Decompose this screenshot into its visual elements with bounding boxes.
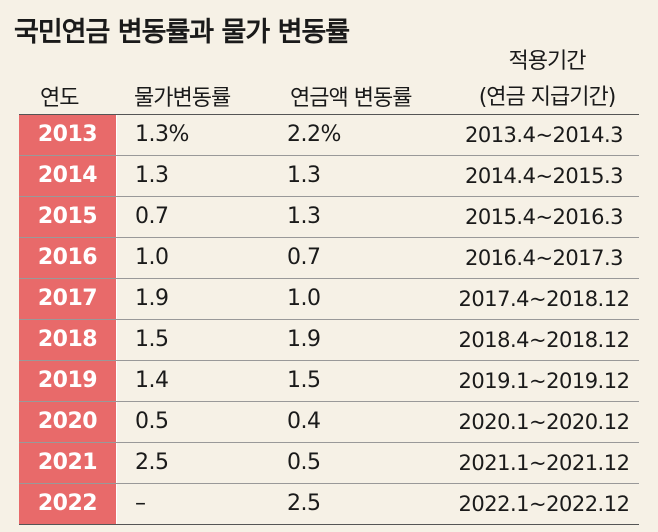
pension-change-cell: 1.0 (287, 286, 321, 311)
pension-change-cell: 0.7 (287, 245, 321, 270)
price-change-cell: 1.3% (135, 122, 189, 147)
price-change-cell: 1.3 (135, 163, 169, 188)
price-change-cell: 1.5 (135, 327, 169, 352)
year-cell: 2020 (19, 402, 117, 442)
price-change-cell: 1.4 (135, 368, 169, 393)
pension-change-cell: 0.4 (287, 409, 321, 434)
header-period-sublabel: (연금 지급기간) (478, 85, 617, 110)
table-row: 2014 1.3 1.3 2014.4~2015.3 (19, 156, 639, 197)
table-row: 2016 1.0 0.7 2016.4~2017.3 (19, 238, 639, 279)
year-cell: 2014 (19, 156, 117, 196)
price-change-cell: 1.9 (135, 286, 169, 311)
year-cell: 2015 (19, 197, 117, 237)
year-cell: 2021 (19, 443, 117, 483)
header-year: 연도 (40, 86, 79, 111)
table-row: 2013 1.3% 2.2% 2013.4~2014.3 (19, 115, 639, 156)
year-cell: 2013 (19, 115, 117, 155)
pension-change-cell: 1.5 (287, 368, 321, 393)
year-cell: 2017 (19, 279, 117, 319)
period-cell: 2018.4~2018.12 (458, 328, 630, 352)
pension-change-cell: 2.5 (287, 491, 321, 516)
period-cell: 2015.4~2016.3 (464, 205, 624, 229)
price-change-cell: – (135, 491, 146, 516)
price-change-cell: 0.7 (135, 204, 169, 229)
header-price-change: 물가변동률 (134, 86, 231, 111)
table-row: 2022 – 2.5 2022.1~2022.12 (19, 484, 639, 525)
table-row: 2015 0.7 1.3 2015.4~2016.3 (19, 197, 639, 238)
header-period-label: 적용기간 (508, 49, 587, 74)
period-cell: 2020.1~2020.12 (458, 410, 630, 434)
table-row: 2019 1.4 1.5 2019.1~2019.12 (19, 361, 639, 402)
header-pension-change: 연금액 변동률 (290, 86, 412, 111)
period-cell: 2017.4~2018.12 (458, 287, 630, 311)
period-cell: 2014.4~2015.3 (464, 164, 624, 188)
table-row: 2021 2.5 0.5 2021.1~2021.12 (19, 443, 639, 484)
pension-change-cell: 1.3 (287, 204, 321, 229)
table-row: 2018 1.5 1.9 2018.4~2018.12 (19, 320, 639, 361)
year-cell: 2018 (19, 320, 117, 360)
pension-change-cell: 0.5 (287, 450, 321, 475)
pension-change-cell: 1.9 (287, 327, 321, 352)
period-cell: 2013.4~2014.3 (464, 123, 624, 147)
price-change-cell: 2.5 (135, 450, 169, 475)
table-row: 2020 0.5 0.4 2020.1~2020.12 (19, 402, 639, 443)
price-change-cell: 1.0 (135, 245, 169, 270)
pension-change-cell: 1.3 (287, 163, 321, 188)
period-cell: 2016.4~2017.3 (464, 246, 624, 270)
year-cell: 2022 (19, 484, 117, 524)
pension-change-cell: 2.2% (287, 122, 341, 147)
price-change-cell: 0.5 (135, 409, 169, 434)
data-table: 2013 1.3% 2.2% 2013.4~2014.3 2014 1.3 1.… (19, 114, 639, 525)
year-cell: 2016 (19, 238, 117, 278)
period-cell: 2021.1~2021.12 (458, 451, 630, 475)
year-cell: 2019 (19, 361, 117, 401)
page-title: 국민연금 변동률과 물가 변동률 (14, 17, 350, 48)
period-cell: 2022.1~2022.12 (458, 492, 630, 516)
table-row: 2017 1.9 1.0 2017.4~2018.12 (19, 279, 639, 320)
period-cell: 2019.1~2019.12 (458, 369, 630, 393)
header-period: 적용기간 (연금 지급기간) (452, 44, 642, 116)
